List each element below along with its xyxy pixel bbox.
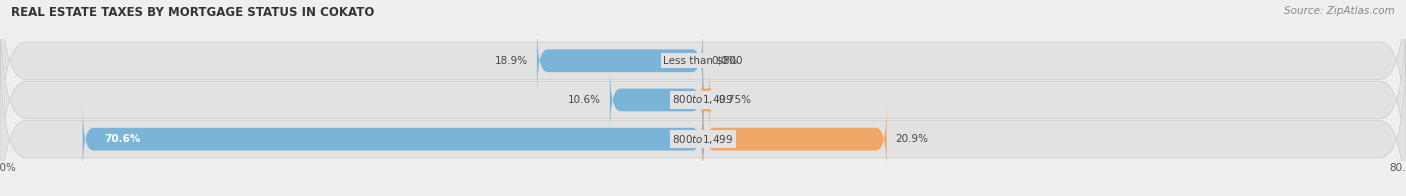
Text: 18.9%: 18.9% [495,56,529,66]
Text: $800 to $1,499: $800 to $1,499 [672,93,734,106]
FancyBboxPatch shape [703,103,887,175]
Text: $800 to $1,499: $800 to $1,499 [672,133,734,146]
Text: 0.0%: 0.0% [711,56,738,66]
Text: Source: ZipAtlas.com: Source: ZipAtlas.com [1284,6,1395,16]
Text: REAL ESTATE TAXES BY MORTGAGE STATUS IN COKATO: REAL ESTATE TAXES BY MORTGAGE STATUS IN … [11,6,374,19]
FancyBboxPatch shape [0,0,1406,160]
FancyBboxPatch shape [537,25,703,96]
FancyBboxPatch shape [610,64,703,136]
Text: 20.9%: 20.9% [896,134,928,144]
FancyBboxPatch shape [699,64,713,136]
Text: 0.75%: 0.75% [718,95,751,105]
FancyBboxPatch shape [0,40,1406,196]
Text: 70.6%: 70.6% [104,134,141,144]
Text: Less than $800: Less than $800 [664,56,742,66]
FancyBboxPatch shape [83,103,703,175]
Text: 10.6%: 10.6% [568,95,602,105]
